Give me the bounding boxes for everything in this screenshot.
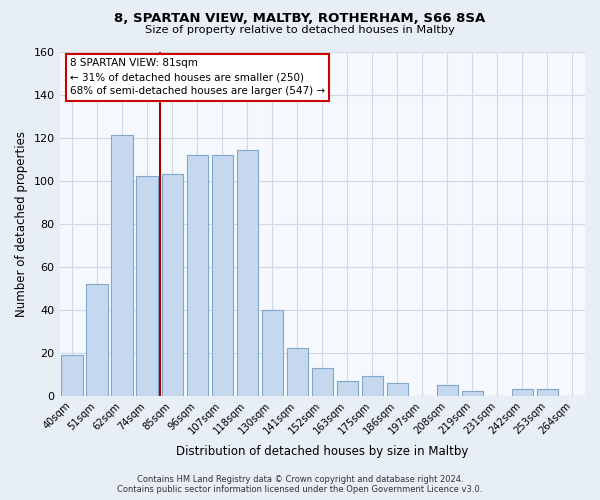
Bar bbox=[512, 389, 533, 396]
Bar bbox=[337, 380, 358, 396]
Bar bbox=[112, 136, 133, 396]
Bar bbox=[262, 310, 283, 396]
Bar bbox=[212, 155, 233, 396]
Text: 8, SPARTAN VIEW, MALTBY, ROTHERHAM, S66 8SA: 8, SPARTAN VIEW, MALTBY, ROTHERHAM, S66 … bbox=[115, 12, 485, 26]
X-axis label: Distribution of detached houses by size in Maltby: Distribution of detached houses by size … bbox=[176, 444, 469, 458]
Bar bbox=[236, 150, 258, 396]
Bar bbox=[136, 176, 158, 396]
Bar bbox=[61, 355, 83, 396]
Bar bbox=[287, 348, 308, 396]
Bar bbox=[187, 155, 208, 396]
Bar bbox=[161, 174, 183, 396]
Y-axis label: Number of detached properties: Number of detached properties bbox=[15, 130, 28, 316]
Bar bbox=[387, 383, 408, 396]
Bar bbox=[437, 385, 458, 396]
Bar bbox=[86, 284, 108, 396]
Text: 8 SPARTAN VIEW: 81sqm
← 31% of detached houses are smaller (250)
68% of semi-det: 8 SPARTAN VIEW: 81sqm ← 31% of detached … bbox=[70, 58, 325, 96]
Bar bbox=[462, 392, 483, 396]
Text: Contains HM Land Registry data © Crown copyright and database right 2024.: Contains HM Land Registry data © Crown c… bbox=[137, 475, 463, 484]
Text: Contains public sector information licensed under the Open Government Licence v3: Contains public sector information licen… bbox=[118, 485, 482, 494]
Bar bbox=[311, 368, 333, 396]
Bar bbox=[537, 389, 558, 396]
Text: Size of property relative to detached houses in Maltby: Size of property relative to detached ho… bbox=[145, 25, 455, 35]
Bar bbox=[362, 376, 383, 396]
